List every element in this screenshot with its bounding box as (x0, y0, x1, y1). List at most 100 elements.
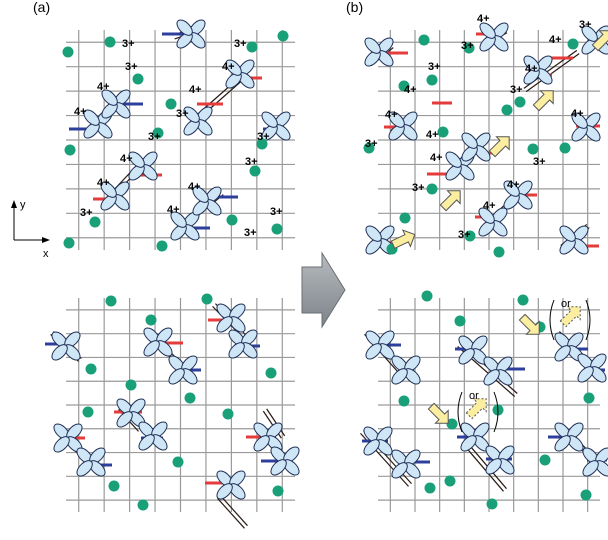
arrow-shape (465, 398, 487, 420)
arrow-shape (559, 306, 581, 328)
orbital-lobe (460, 435, 477, 452)
ion-label-3plus: 3+ (244, 227, 257, 239)
ion-dot (444, 475, 456, 487)
ion-dot (567, 38, 579, 50)
orbital-icon (365, 330, 395, 360)
ion-label-3plus: 3+ (365, 138, 378, 150)
orbital-lobe (116, 411, 133, 428)
orbital-icon (485, 445, 515, 475)
orbital-lobe (479, 22, 496, 39)
ion-dot (125, 379, 137, 391)
orbital-icon (168, 355, 198, 385)
ion-label-4plus: 4+ (188, 181, 201, 193)
ion-dot (137, 499, 149, 511)
orbital-icon (571, 112, 601, 142)
ion-dot (539, 454, 551, 466)
ion-label-4plus: 4+ (525, 63, 538, 75)
orbital-lobe (388, 111, 405, 128)
orbital-lobe (571, 112, 588, 129)
orbital-icon (176, 19, 206, 49)
ion-dot (172, 456, 184, 468)
ion-label-4plus: 4+ (385, 109, 398, 121)
ion-dot (426, 74, 438, 86)
ion-label-4plus: 4+ (571, 108, 584, 120)
orbital-icon (138, 421, 168, 451)
orbital-lobe (228, 342, 245, 359)
hop-arrow (532, 90, 554, 112)
hop-arrow (591, 30, 608, 52)
orbital-lobe (143, 340, 160, 357)
hop-arrow-dashed (559, 306, 581, 328)
arrow-shape (532, 90, 554, 112)
ion-dot (63, 237, 75, 249)
ion-dots (62, 30, 595, 511)
ion-label-4plus: 4+ (549, 34, 562, 46)
arrow-shape (427, 402, 449, 424)
ion-dot (398, 395, 410, 407)
orbital-icon (51, 331, 81, 361)
hop-arrow (488, 136, 510, 158)
orbital-icon (478, 207, 508, 237)
ion-dot (156, 240, 168, 252)
orbital-icon (100, 181, 130, 211)
panel-label-b: (b) (346, 0, 363, 15)
chain-line (525, 53, 580, 93)
ion-dot (152, 127, 164, 139)
ion-dot (437, 126, 449, 138)
ion-label-3plus: 3+ (458, 229, 471, 241)
orbital-lobe (582, 460, 599, 477)
orbital-icon (461, 132, 491, 162)
orbital-lobe (363, 439, 380, 456)
ion-dot (527, 143, 539, 155)
ion-label-3plus: 3+ (234, 38, 247, 50)
ion-dot (272, 485, 284, 497)
orbital-lobe (216, 316, 233, 333)
ion-dot (580, 489, 592, 501)
orbital-lobe (53, 436, 70, 453)
orbital-icon (170, 211, 200, 241)
ion-dot (89, 216, 101, 228)
orbital-icon (143, 327, 173, 357)
orbital-icon (503, 180, 533, 210)
hop-arrow-dashed (465, 398, 487, 420)
orbital-icon (391, 355, 421, 385)
axis-label-y: y (20, 199, 26, 211)
orbital-lobe (183, 106, 200, 123)
ion-dot (493, 246, 505, 258)
ion-label-4plus: 4+ (167, 204, 180, 216)
axis-indicator: y x (11, 199, 50, 260)
orbital-icon (577, 353, 607, 383)
arrow-shape (439, 190, 461, 212)
orbital-lobe (51, 344, 68, 361)
orbital-icon (363, 426, 393, 456)
ion-dot (246, 41, 258, 53)
ion-dot (249, 165, 261, 177)
d-orbitals (51, 19, 608, 500)
ion-label-3plus: 3+ (125, 61, 138, 73)
orbital-icon (270, 446, 300, 476)
ion-dot (424, 482, 436, 494)
ion-label-3plus: 3+ (257, 131, 270, 143)
grid-panel-3 (66, 298, 295, 512)
orbital-lobe (478, 207, 495, 224)
ion-dot (271, 223, 283, 235)
orbital-lobe (391, 462, 408, 479)
ion-label-4plus: 4+ (404, 84, 417, 96)
ion-dot (201, 293, 213, 305)
ion-label-3plus: 3+ (428, 61, 441, 73)
or-label-lower: or (469, 390, 479, 402)
orbital-lobe (253, 435, 270, 452)
ion-labels: 3+ 3+3+4+4+ 3+4+4+3+ 3+4+ 3+4+ 4+3+ 4+ 3+3+4+ 3+… (74, 13, 592, 241)
ion-label-3plus: 3+ (533, 156, 546, 168)
hop-arrow (427, 402, 449, 424)
chain-line (220, 495, 248, 527)
chain-line (266, 408, 286, 437)
orbital-lobe (176, 19, 193, 36)
orbital-lobe (365, 343, 382, 360)
orbital-lobe (170, 211, 187, 228)
orbital-icon (458, 335, 488, 365)
ion-dot (104, 36, 116, 48)
ion-dot (62, 46, 74, 58)
ion-dot (226, 214, 238, 226)
ion-label-3plus: 3+ (412, 182, 425, 194)
